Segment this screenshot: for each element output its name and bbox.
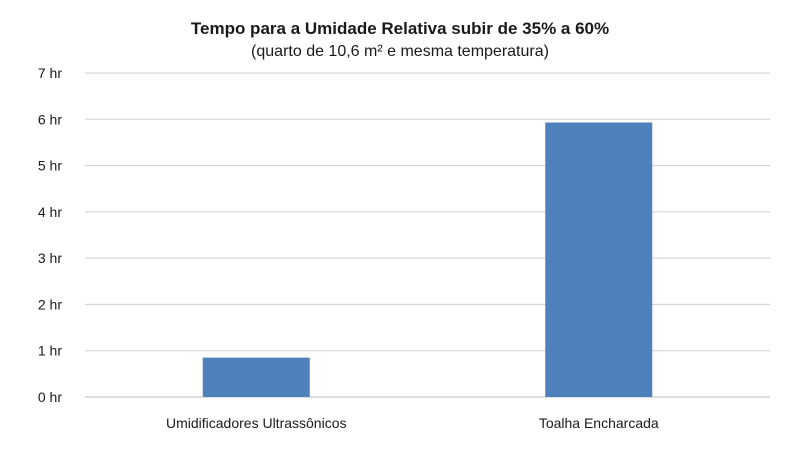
y-tick-label: 1 hr xyxy=(38,343,62,359)
y-tick-label: 4 hr xyxy=(38,204,62,220)
x-category-label: Toalha Encharcada xyxy=(539,415,659,431)
bar xyxy=(545,122,653,398)
y-tick-label: 6 hr xyxy=(38,111,62,127)
bar xyxy=(202,357,310,397)
y-tick-label: 7 hr xyxy=(38,65,62,81)
gridlines xyxy=(85,72,770,398)
chart-subtitle: (quarto de 10,6 m² e mesma temperatura) xyxy=(251,43,549,60)
bars xyxy=(202,122,653,398)
y-tick-label: 0 hr xyxy=(38,389,62,405)
y-axis-ticks: 0 hr 1 hr 2 hr 3 hr 4 hr 5 hr 6 hr 7 hr xyxy=(38,65,62,405)
x-category-label: Umidificadores Ultrassônicos xyxy=(166,415,347,431)
y-tick-label: 2 hr xyxy=(38,296,62,312)
y-tick-label: 5 hr xyxy=(38,158,62,174)
chart-title: Tempo para a Umidade Relativa subir de 3… xyxy=(191,19,609,38)
y-tick-label: 3 hr xyxy=(38,250,62,266)
x-axis-labels: Umidificadores Ultrassônicos Toalha Encha… xyxy=(166,415,659,431)
